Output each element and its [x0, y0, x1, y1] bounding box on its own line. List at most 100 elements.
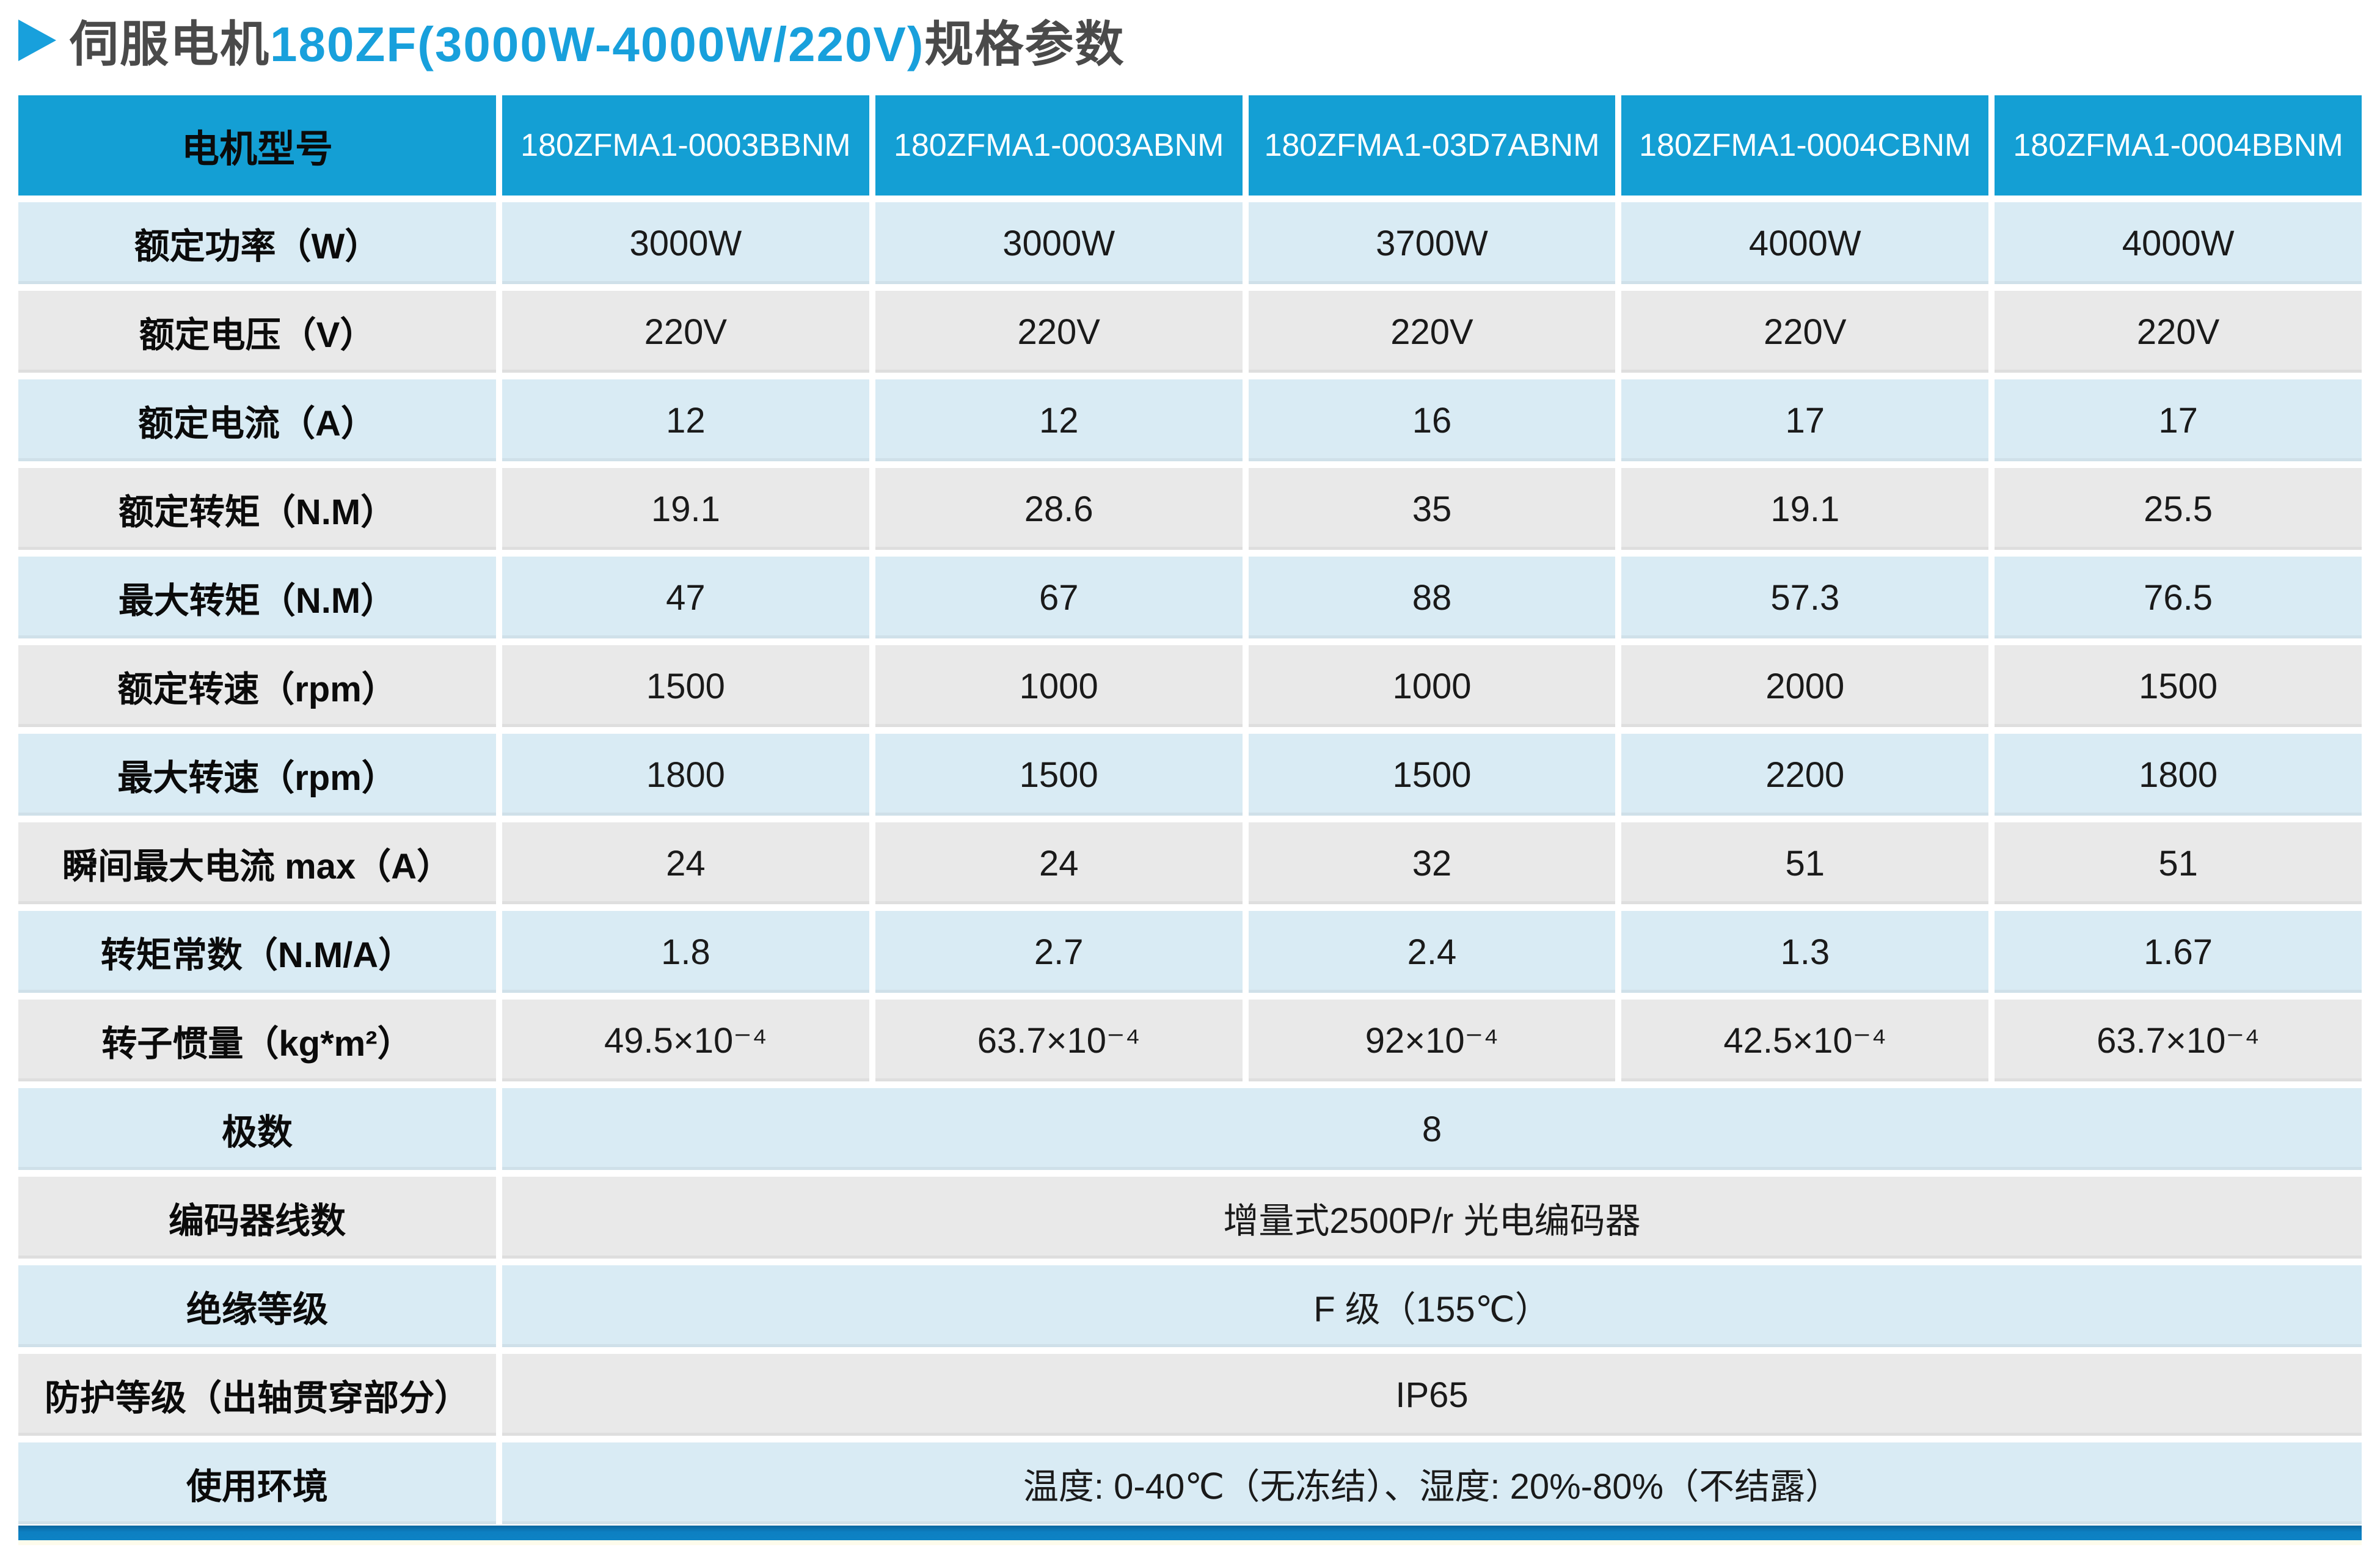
- table-row-rated-speed: 额定转速（rpm） 1500 1000 1000 2000 1500: [18, 645, 2362, 727]
- value-cell: 1500: [502, 645, 869, 727]
- row-label: 额定电流（A）: [18, 379, 496, 461]
- row-label: 瞬间最大电流 max（A）: [18, 822, 496, 904]
- value-cell: 1.67: [1995, 911, 2362, 993]
- value-cell: 220V: [1248, 291, 1616, 373]
- value-cell: 19.1: [502, 468, 869, 550]
- spec-table: 电机型号 180ZFMA1-0003BBNM 180ZFMA1-0003ABNM…: [18, 95, 2362, 1524]
- page-title-text: 伺服电机180ZF(3000W-4000W/220V)规格参数: [70, 5, 1125, 76]
- value-cell: 25.5: [1995, 468, 2362, 550]
- value-cell: 67: [875, 557, 1243, 638]
- value-cell: 3700W: [1248, 202, 1616, 284]
- value-cell: 1.3: [1621, 911, 1989, 993]
- value-cell: 88: [1248, 557, 1616, 638]
- table-row-instant-max-current: 瞬间最大电流 max（A） 24 24 32 51 51: [18, 822, 2362, 904]
- value-cell: 2.4: [1248, 911, 1616, 993]
- table-row-max-speed: 最大转速（rpm） 1800 1500 1500 2200 1800: [18, 734, 2362, 816]
- value-cell: 1.8: [502, 911, 869, 993]
- value-cell: 24: [875, 822, 1243, 904]
- value-cell: 17: [1995, 379, 2362, 461]
- value-cell: 1800: [1995, 734, 2362, 816]
- table-row-pole-count: 极数 8: [18, 1088, 2362, 1170]
- table-row-rated-current: 额定电流（A） 12 12 16 17 17: [18, 379, 2362, 461]
- row-label: 编码器线数: [18, 1177, 496, 1259]
- row-label: 额定功率（W）: [18, 202, 496, 284]
- merged-value-cell: 温度: 0-40℃（无冻结）、湿度: 20%-80%（不结露）: [502, 1442, 2362, 1524]
- value-cell: 24: [502, 822, 869, 904]
- value-cell: 16: [1248, 379, 1616, 461]
- row-label: 防护等级（出轴贯穿部分）: [18, 1354, 496, 1436]
- table-row-rated-power: 额定功率（W） 3000W 3000W 3700W 4000W 4000W: [18, 202, 2362, 284]
- value-cell: 35: [1248, 468, 1616, 550]
- value-cell: 12: [875, 379, 1243, 461]
- table-row-max-torque: 最大转矩（N.M） 47 67 88 57.3 76.5: [18, 557, 2362, 638]
- row-label: 额定转速（rpm）: [18, 645, 496, 727]
- bottom-divider: [18, 1540, 2362, 1545]
- value-cell: 49.5×10⁻⁴: [502, 1000, 869, 1081]
- value-cell: 63.7×10⁻⁴: [1995, 1000, 2362, 1081]
- value-cell: 57.3: [1621, 557, 1989, 638]
- value-cell: 3000W: [502, 202, 869, 284]
- value-cell: 1500: [875, 734, 1243, 816]
- row-label: 绝缘等级: [18, 1265, 496, 1347]
- table-row-insulation-class: 绝缘等级 F 级（155℃）: [18, 1265, 2362, 1347]
- table-row-operating-environment: 使用环境 温度: 0-40℃（无冻结）、湿度: 20%-80%（不结露）: [18, 1442, 2362, 1524]
- value-cell: 1800: [502, 734, 869, 816]
- value-cell: 220V: [875, 291, 1243, 373]
- value-cell: 63.7×10⁻⁴: [875, 1000, 1243, 1081]
- table-row-rated-voltage: 额定电压（V） 220V 220V 220V 220V 220V: [18, 291, 2362, 373]
- value-cell: 12: [502, 379, 869, 461]
- title-prefix: 伺服电机: [70, 17, 270, 71]
- value-cell: 92×10⁻⁴: [1248, 1000, 1616, 1081]
- value-cell: 1000: [1248, 645, 1616, 727]
- table-header-row: 电机型号 180ZFMA1-0003BBNM 180ZFMA1-0003ABNM…: [18, 95, 2362, 196]
- table-row-torque-constant: 转矩常数（N.M/A） 1.8 2.7 2.4 1.3 1.67: [18, 911, 2362, 993]
- row-label: 最大转速（rpm）: [18, 734, 496, 816]
- row-label: 最大转矩（N.M）: [18, 557, 496, 638]
- table-row-rated-torque: 额定转矩（N.M） 19.1 28.6 35 19.1 25.5: [18, 468, 2362, 550]
- merged-value-cell: F 级（155℃）: [502, 1265, 2362, 1347]
- value-cell: 76.5: [1995, 557, 2362, 638]
- value-cell: 4000W: [1621, 202, 1989, 284]
- value-cell: 51: [1621, 822, 1989, 904]
- value-cell: 1500: [1995, 645, 2362, 727]
- row-label: 额定电压（V）: [18, 291, 496, 373]
- row-label: 使用环境: [18, 1442, 496, 1524]
- header-cell-model-1: 180ZFMA1-0003BBNM: [502, 95, 869, 196]
- value-cell: 220V: [1995, 291, 2362, 373]
- title-model-range: 180ZF(3000W-4000W/220V): [270, 17, 925, 71]
- row-label: 转子惯量（kg*m²）: [18, 1000, 496, 1081]
- value-cell: 4000W: [1995, 202, 2362, 284]
- value-cell: 1500: [1248, 734, 1616, 816]
- value-cell: 220V: [1621, 291, 1989, 373]
- table-bottom-accent-bar: [18, 1526, 2362, 1540]
- table-row-rotor-inertia: 转子惯量（kg*m²） 49.5×10⁻⁴ 63.7×10⁻⁴ 92×10⁻⁴ …: [18, 1000, 2362, 1081]
- merged-value-cell: IP65: [502, 1354, 2362, 1436]
- value-cell: 3000W: [875, 202, 1243, 284]
- row-label: 转矩常数（N.M/A）: [18, 911, 496, 993]
- value-cell: 2200: [1621, 734, 1989, 816]
- value-cell: 51: [1995, 822, 2362, 904]
- value-cell: 17: [1621, 379, 1989, 461]
- table-row-protection-class: 防护等级（出轴贯穿部分） IP65: [18, 1354, 2362, 1436]
- value-cell: 2000: [1621, 645, 1989, 727]
- value-cell: 2.7: [875, 911, 1243, 993]
- table-row-encoder-lines: 编码器线数 增量式2500P/r 光电编码器: [18, 1177, 2362, 1259]
- merged-value-cell: 增量式2500P/r 光电编码器: [502, 1177, 2362, 1259]
- value-cell: 28.6: [875, 468, 1243, 550]
- header-cell-model-3: 180ZFMA1-03D7ABNM: [1248, 95, 1616, 196]
- value-cell: 47: [502, 557, 869, 638]
- merged-value-cell: 8: [502, 1088, 2362, 1170]
- value-cell: 42.5×10⁻⁴: [1621, 1000, 1989, 1081]
- row-label: 极数: [18, 1088, 496, 1170]
- header-cell-motor-model: 电机型号: [18, 95, 496, 196]
- value-cell: 1000: [875, 645, 1243, 727]
- header-cell-model-4: 180ZFMA1-0004CBNM: [1621, 95, 1989, 196]
- value-cell: 220V: [502, 291, 869, 373]
- page-title: 伺服电机180ZF(3000W-4000W/220V)规格参数: [18, 0, 2362, 71]
- value-cell: 32: [1248, 822, 1616, 904]
- title-suffix: 规格参数: [924, 17, 1125, 71]
- value-cell: 19.1: [1621, 468, 1989, 550]
- row-label: 额定转矩（N.M）: [18, 468, 496, 550]
- header-cell-model-5: 180ZFMA1-0004BBNM: [1995, 95, 2362, 196]
